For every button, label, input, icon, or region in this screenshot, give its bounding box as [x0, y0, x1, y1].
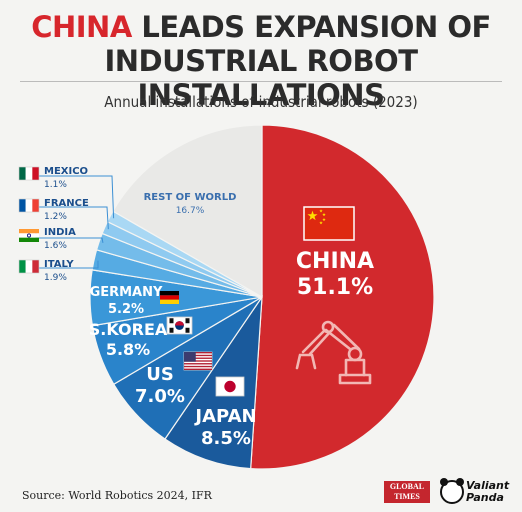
logo-valiant: Valiant: [466, 479, 510, 492]
flag-india-icon: [19, 229, 39, 242]
value-france: 1.2%: [44, 212, 67, 222]
value-italy: 1.9%: [44, 273, 67, 283]
flag-france-icon: [18, 198, 40, 213]
label-germany: GERMANY: [90, 285, 163, 300]
source-note: Source: World Robotics 2024, IFR: [22, 489, 212, 502]
flag-germany-icon: [160, 291, 179, 304]
panda-icon: [440, 478, 464, 504]
title-accent: CHINA: [31, 10, 132, 44]
chart-subtitle: Annual installations of industrial robot…: [104, 93, 418, 111]
flag-japan-icon: [215, 376, 245, 397]
flag-us-icon: [183, 351, 213, 371]
slice-rest-of-world: [112, 124, 263, 299]
flag-korea-icon: [166, 316, 193, 335]
title-divider: [20, 81, 502, 82]
label-india: INDIA: [44, 227, 76, 238]
value-china: 51.1%: [297, 275, 373, 300]
label-france: FRANCE: [44, 198, 89, 209]
label-us: US: [146, 364, 174, 385]
value-germany: 5.2%: [108, 302, 144, 317]
label-mexico: MEXICO: [44, 166, 88, 177]
value-mexico: 1.1%: [44, 180, 67, 190]
title-rest: LEADS EXPANSION OF: [131, 10, 491, 44]
logo-panda: Panda: [466, 491, 504, 504]
value-india: 1.6%: [44, 241, 67, 251]
value-rest-of-world: 16.7%: [176, 206, 205, 216]
flag-italy-icon: [18, 259, 40, 274]
flag-china-icon: [303, 206, 355, 241]
robot-arm-icon: [295, 320, 372, 385]
value-us: 7.0%: [135, 386, 185, 407]
chart-title-line1: CHINA LEADS EXPANSION OF: [0, 10, 522, 44]
label-china: CHINA: [296, 249, 374, 274]
slice-japan: [164, 294, 263, 470]
valiant-panda-logo: Valiant Panda: [440, 476, 510, 508]
label-japan: JAPAN: [193, 406, 256, 427]
chart-title-line2: INDUSTRIAL ROBOT INSTALLATIONS: [104, 44, 418, 112]
label-rest-of-world: REST OF WORLD: [144, 192, 237, 203]
value-s-korea: 5.8%: [106, 340, 150, 359]
label-italy: ITALY: [44, 259, 74, 270]
global-times-logo: GLOBAL TIMES: [384, 481, 430, 503]
flag-mexico-icon: [18, 166, 40, 181]
label-s-korea: S.KOREA: [89, 320, 168, 339]
slice-china: [250, 124, 435, 470]
value-japan: 8.5%: [201, 428, 251, 449]
